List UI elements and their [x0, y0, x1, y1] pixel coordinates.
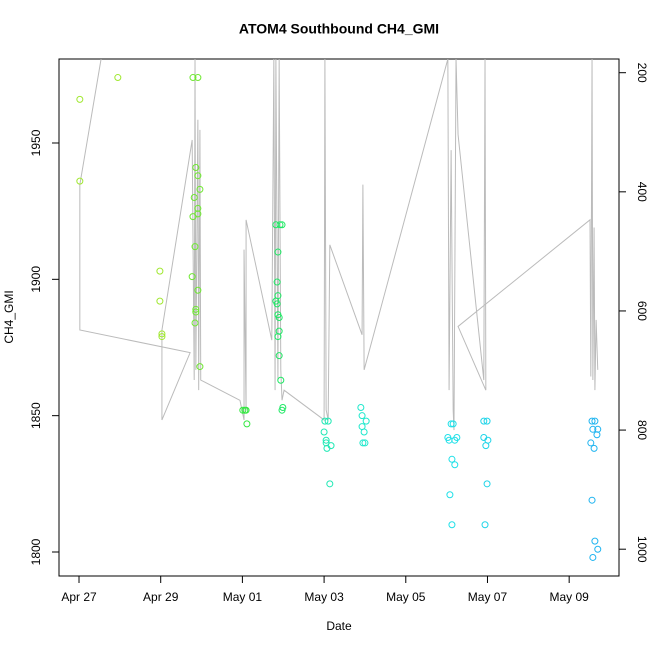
point — [451, 461, 459, 469]
y2-tick-label: 800 — [635, 420, 649, 440]
y-tick-label: 1850 — [29, 402, 43, 429]
point — [188, 273, 196, 281]
point — [589, 553, 597, 561]
point — [453, 433, 461, 441]
point — [484, 436, 492, 444]
x-tick-label: May 03 — [304, 590, 344, 604]
x-tick-label: Apr 27 — [61, 590, 97, 604]
point — [76, 177, 84, 185]
point — [239, 406, 247, 414]
point — [194, 172, 202, 180]
point — [273, 300, 281, 308]
point — [320, 428, 328, 436]
point — [483, 417, 491, 425]
plot-frame — [58, 58, 620, 577]
point — [189, 74, 197, 82]
point — [189, 213, 197, 221]
point — [274, 333, 282, 341]
y-tick-label: 1800 — [29, 538, 43, 565]
point — [278, 221, 286, 229]
y2-tick-label: 1000 — [635, 536, 649, 563]
point — [361, 439, 369, 447]
point — [594, 545, 602, 553]
point — [446, 491, 454, 499]
point — [275, 314, 283, 321]
point — [326, 480, 334, 488]
point — [362, 417, 370, 425]
point — [194, 204, 202, 212]
point — [192, 308, 200, 316]
y2-tick-label: 400 — [635, 182, 649, 202]
point — [277, 376, 285, 384]
point — [114, 74, 122, 82]
plot-area — [76, 59, 602, 561]
y2-tick-label: 200 — [635, 63, 649, 83]
point — [273, 278, 281, 286]
point — [274, 248, 282, 256]
point — [275, 352, 283, 360]
point — [190, 194, 198, 202]
point — [321, 417, 329, 425]
point — [196, 363, 204, 371]
point — [588, 417, 596, 425]
point — [591, 537, 599, 545]
point — [192, 305, 200, 313]
point — [276, 221, 284, 229]
x-tick-label: May 07 — [468, 590, 508, 604]
point — [480, 417, 488, 425]
y-axis-title: CH4_GMI — [2, 290, 16, 343]
point — [590, 444, 598, 452]
point — [448, 455, 456, 463]
point — [192, 164, 200, 172]
point — [279, 403, 287, 411]
point — [156, 297, 164, 305]
point — [591, 417, 599, 425]
point — [322, 436, 330, 444]
point — [243, 420, 251, 428]
y2-tick-label: 600 — [635, 301, 649, 321]
line — [79, 59, 599, 431]
point — [588, 496, 596, 504]
point — [481, 521, 489, 529]
x-tick-label: May 01 — [223, 590, 263, 604]
point — [194, 286, 202, 294]
x-tick-label: May 05 — [386, 590, 426, 604]
point — [360, 428, 368, 436]
y-tick-label: 1900 — [29, 266, 43, 293]
x-tick-label: May 09 — [549, 590, 589, 604]
point — [448, 521, 456, 529]
x-axis-title: Date — [326, 619, 352, 633]
point — [359, 439, 367, 447]
point — [483, 480, 491, 488]
point — [358, 412, 366, 420]
point — [242, 406, 250, 414]
point — [324, 417, 332, 425]
point — [327, 442, 335, 450]
point — [158, 330, 166, 338]
point — [194, 74, 202, 82]
point — [191, 319, 199, 327]
chart-title: ATOM4 Southbound CH4_GMI — [239, 21, 439, 37]
point — [156, 267, 164, 275]
point — [449, 420, 457, 428]
point — [158, 333, 166, 341]
point — [447, 420, 455, 428]
point — [196, 185, 204, 193]
point — [587, 439, 595, 447]
x-tick-label: Apr 29 — [143, 590, 179, 604]
point — [76, 95, 84, 103]
point — [191, 243, 199, 251]
y-tick-label: 1950 — [29, 129, 43, 156]
point — [593, 431, 601, 439]
point — [589, 425, 597, 433]
point — [357, 403, 365, 411]
